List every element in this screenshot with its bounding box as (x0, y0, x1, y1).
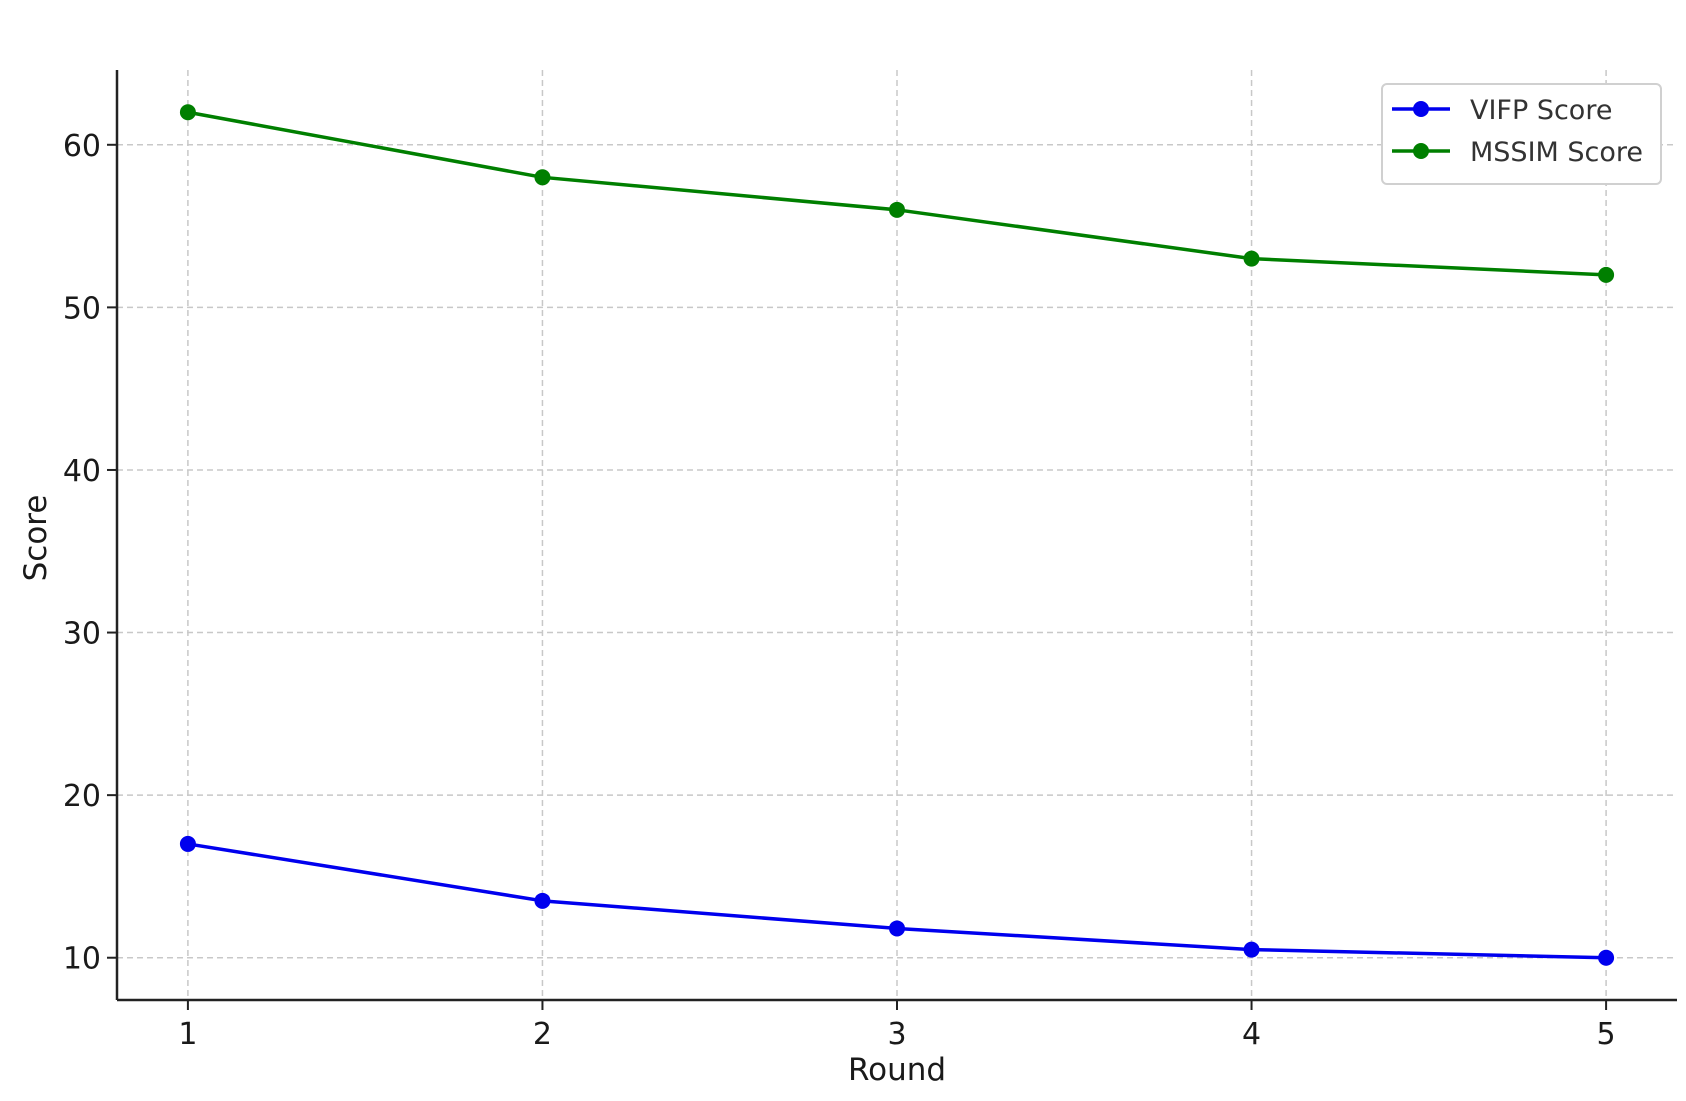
legend: VIFP Score MSSIM Score (1381, 83, 1662, 185)
y-tick-label: 10 (63, 942, 101, 977)
ticks: 1 2 3 4 5 10 20 30 40 50 60 (63, 129, 1616, 1052)
data-point (1598, 266, 1615, 283)
legend-box (1381, 83, 1662, 185)
x-tick-label: 4 (1242, 1017, 1261, 1052)
y-tick-label: 60 (63, 129, 101, 164)
data-point (1243, 941, 1260, 958)
y-axis-label: Score (18, 495, 54, 582)
x-tick-label: 5 (1597, 1017, 1616, 1052)
x-tick-label: 1 (178, 1017, 197, 1052)
data-point (889, 201, 905, 218)
data-point (179, 835, 196, 852)
legend-label: MSSIM Score (1470, 137, 1643, 168)
grid (117, 70, 1677, 1000)
x-tick-label: 2 (533, 1017, 552, 1052)
legend-marker (1413, 143, 1429, 159)
y-tick-label: 20 (63, 779, 101, 814)
y-tick-label: 40 (63, 454, 101, 489)
legend-label: VIFP Score (1470, 95, 1612, 126)
data-point (534, 892, 551, 909)
data-point (179, 104, 196, 121)
x-tick-label: 3 (887, 1017, 906, 1052)
y-tick-label: 50 (63, 291, 101, 326)
data-point (1598, 949, 1615, 966)
x-axis-label: Round (848, 1052, 946, 1088)
data-point (889, 920, 905, 937)
series-lines (179, 104, 1615, 966)
data-point (1243, 250, 1260, 267)
y-tick-label: 30 (63, 617, 101, 652)
data-point (534, 169, 551, 186)
legend-marker (1413, 101, 1429, 117)
